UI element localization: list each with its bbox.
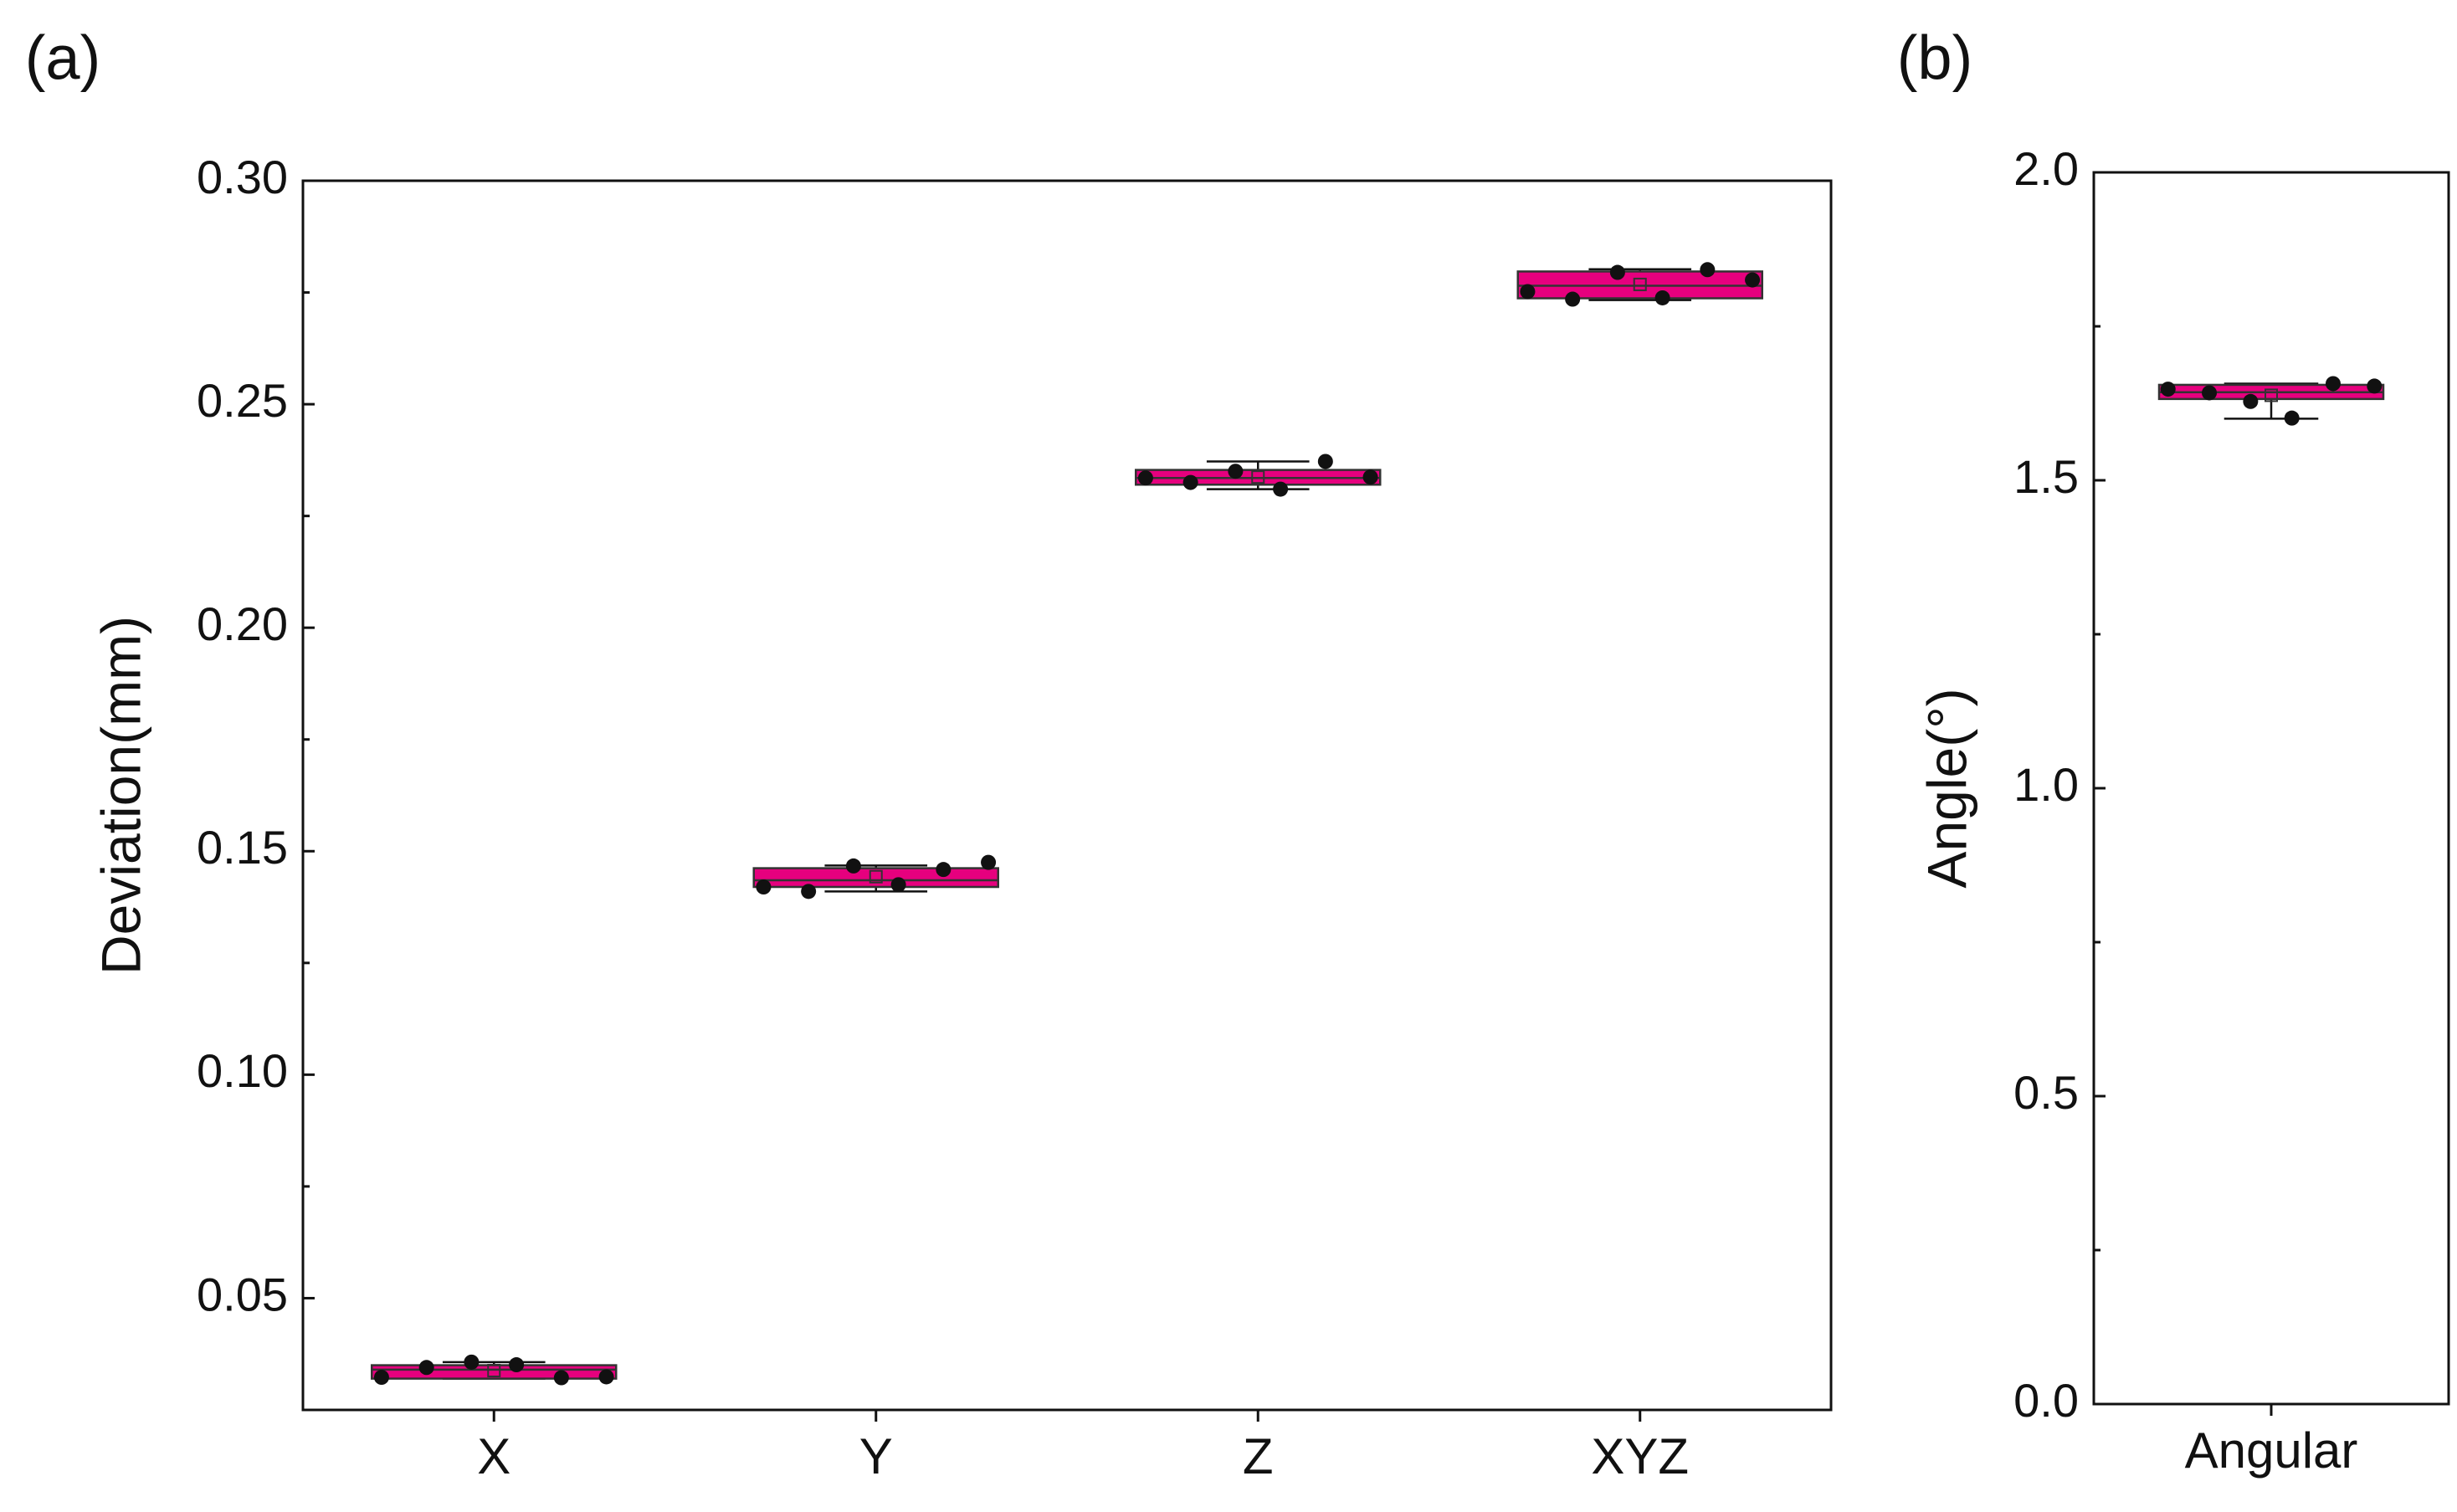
data-point [1700, 262, 1716, 278]
data-point [801, 884, 817, 900]
box-xyz [1516, 262, 1763, 307]
y-tick-label: 0.30 [197, 151, 288, 203]
panel-b-angle-chart: (b) 0.0 0.5 1.0 1.5 2.0 Angle(°) Angular [1897, 23, 2450, 1479]
x-category-label: Angular [2185, 1422, 2358, 1479]
x-category-label: Z [1243, 1428, 1274, 1484]
data-point [1273, 481, 1289, 497]
data-point [1317, 454, 1333, 469]
data-point [2325, 376, 2341, 392]
data-point [418, 1360, 434, 1376]
data-point [2367, 378, 2383, 394]
data-point [1137, 470, 1153, 486]
data-point [2284, 410, 2300, 426]
plot-frame [2092, 171, 2450, 1406]
data-point [1565, 291, 1581, 307]
data-point [2243, 393, 2259, 409]
box-x [371, 1354, 618, 1386]
y-axis-title: Angle(°) [1916, 688, 1977, 888]
mean-marker [2265, 388, 2278, 402]
y-tick-label: 0.25 [197, 374, 288, 427]
y-axis-title: Deviation(mm) [90, 616, 151, 975]
panel-label: (a) [25, 23, 100, 93]
mean-marker [1633, 277, 1647, 291]
box-y [752, 854, 999, 900]
mean-marker [487, 1363, 501, 1377]
y-tick-label: 0.05 [197, 1268, 288, 1320]
data-point [981, 854, 997, 870]
box-angular [2157, 376, 2385, 426]
data-point [1745, 272, 1761, 288]
y-tick-label: 0.5 [2013, 1066, 2079, 1119]
y-tick-label: 0.20 [197, 597, 288, 650]
data-point [756, 879, 772, 895]
panel-a-deviation-chart: (a) 0.05 0.10 0.15 0.20 0.25 0.30 Deviation(mm)… [25, 23, 1833, 1484]
data-point [2202, 385, 2218, 401]
x-category-label: X [477, 1428, 510, 1484]
x-category-label: XYZ [1591, 1428, 1689, 1484]
data-point [373, 1370, 389, 1386]
mean-marker [869, 869, 883, 884]
data-point [1182, 474, 1198, 490]
data-point [598, 1369, 614, 1385]
data-point [509, 1357, 525, 1373]
data-point [2160, 382, 2176, 397]
data-point [553, 1370, 569, 1386]
data-point [1520, 284, 1536, 300]
data-point [1228, 464, 1244, 479]
y-tick-label: 0.10 [197, 1044, 288, 1097]
box-z [1135, 454, 1382, 497]
y-tick-label: 1.5 [2013, 450, 2079, 503]
y-tick-label: 0.15 [197, 821, 288, 874]
mean-marker [1251, 470, 1265, 484]
plot-frame [301, 179, 1833, 1412]
data-point [1609, 264, 1625, 280]
y-tick-label: 2.0 [2013, 142, 2079, 195]
data-point [890, 877, 906, 893]
data-point [845, 858, 861, 874]
y-tick-label: 1.0 [2013, 758, 2079, 811]
data-point [464, 1354, 480, 1370]
data-point [1654, 290, 1670, 305]
data-point [936, 862, 952, 878]
y-tick-label: 0.0 [2013, 1374, 2079, 1427]
data-point [1362, 469, 1378, 485]
panel-label: (b) [1897, 23, 1972, 93]
x-category-label: Y [859, 1428, 893, 1484]
